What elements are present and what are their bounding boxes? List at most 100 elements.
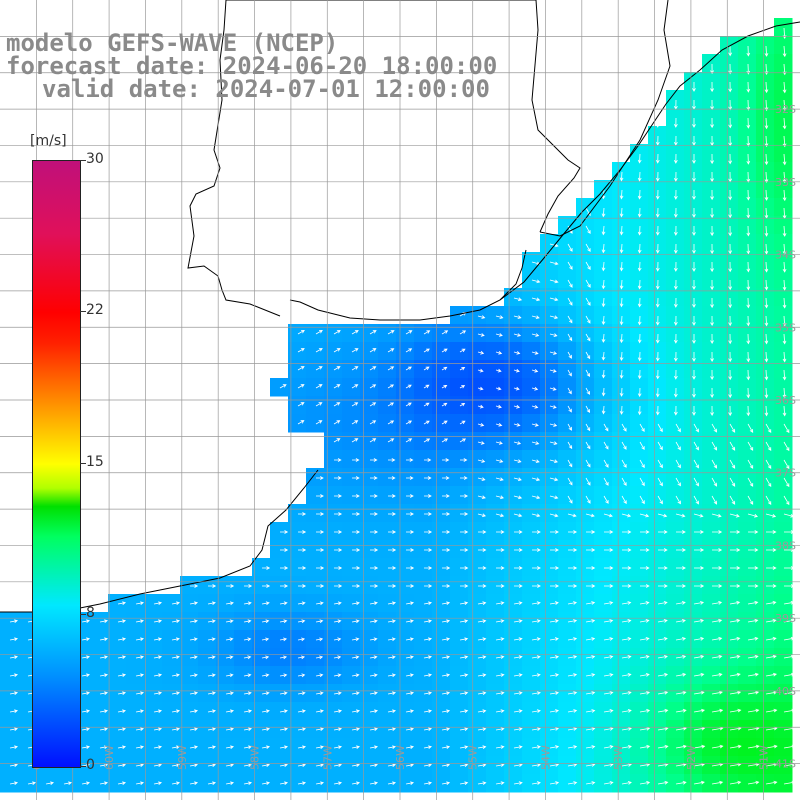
wind-arrow [603, 655, 614, 659]
wind-arrow [711, 513, 722, 518]
speed-cell [576, 522, 595, 541]
wind-arrow [639, 655, 650, 659]
wind-arrow [243, 709, 253, 714]
speed-cell [630, 288, 649, 307]
wind-arrow [765, 600, 777, 605]
speed-cell [630, 162, 649, 181]
wind-arrow [207, 781, 217, 786]
speed-cell [540, 630, 559, 649]
speed-cell [684, 684, 703, 703]
speed-cell [324, 432, 343, 451]
speed-cell [486, 360, 505, 379]
speed-cell [648, 144, 667, 163]
speed-cell [774, 558, 793, 577]
speed-cell [270, 594, 289, 613]
speed-cell [702, 342, 721, 361]
wind-arrow [315, 691, 324, 696]
speed-cell [0, 702, 19, 721]
wind-arrow [619, 369, 624, 379]
speed-cell [414, 594, 433, 613]
wind-arrow [764, 315, 769, 327]
speed-cell [648, 180, 667, 199]
speed-cell [486, 468, 505, 487]
speed-cell [738, 756, 757, 775]
speed-cell [594, 378, 613, 397]
wind-arrow [621, 459, 627, 468]
speed-cell [720, 702, 739, 721]
wind-arrow [764, 99, 769, 112]
speed-cell [720, 180, 739, 199]
wind-arrow [657, 423, 663, 433]
wind-arrow [333, 637, 342, 642]
wind-arrow [710, 81, 714, 93]
speed-cell [558, 216, 577, 235]
wind-arrow [549, 405, 557, 409]
wind-arrow [513, 495, 523, 500]
speed-cell [288, 630, 307, 649]
wind-arrow [639, 744, 651, 749]
speed-cell [270, 540, 289, 559]
wind-arrow [441, 402, 448, 407]
speed-cell [378, 684, 397, 703]
speed-cell [738, 162, 757, 181]
speed-cell [648, 396, 667, 415]
speed-cell [738, 108, 757, 127]
wind-arrow [477, 386, 484, 391]
speed-cell [612, 540, 631, 559]
wind-arrow [531, 495, 541, 500]
speed-cell [432, 360, 451, 379]
wind-arrow [261, 745, 271, 750]
speed-cell [378, 396, 397, 415]
speed-cell [486, 594, 505, 613]
speed-cell [702, 468, 721, 487]
speed-cell [324, 522, 343, 541]
wind-arrow [513, 315, 522, 319]
speed-cell [558, 270, 577, 289]
speed-cell [486, 522, 505, 541]
wind-arrow [477, 513, 486, 518]
speed-cell [306, 738, 325, 757]
wind-arrow [531, 691, 541, 695]
speed-cell [270, 702, 289, 721]
longitude-label: 51W [758, 745, 771, 770]
speed-cell [648, 324, 667, 343]
wind-arrow [279, 601, 288, 606]
speed-cell [774, 126, 793, 145]
speed-cell [702, 324, 721, 343]
speed-cell [666, 216, 685, 235]
speed-cell [594, 522, 613, 541]
speed-cell [648, 486, 667, 505]
speed-cell [702, 54, 721, 73]
speed-cell [576, 756, 595, 775]
speed-cell [126, 666, 145, 685]
wind-arrow [675, 477, 681, 487]
wind-arrow [351, 691, 360, 696]
wind-arrow [711, 495, 718, 505]
speed-cell [756, 378, 775, 397]
wind-arrow [619, 351, 624, 362]
speed-cell [288, 594, 307, 613]
wind-arrow [603, 781, 614, 785]
speed-cell [306, 360, 325, 379]
speed-cell [774, 756, 793, 775]
wind-arrow [478, 584, 487, 588]
longitude-label: 54W [539, 745, 552, 770]
speed-cell [666, 612, 685, 631]
wind-arrow [495, 655, 505, 659]
speed-cell [360, 324, 379, 343]
wind-arrow [673, 189, 678, 200]
wind-arrow [243, 763, 253, 768]
wind-arrow [639, 441, 645, 451]
speed-cell [144, 702, 163, 721]
speed-cell [558, 540, 577, 559]
speed-cell [684, 234, 703, 253]
speed-cell [576, 234, 595, 253]
speed-cell [594, 216, 613, 235]
speed-cell [270, 666, 289, 685]
wind-arrow [369, 601, 378, 606]
wind-speed-field [0, 18, 793, 793]
wind-arrow [369, 420, 377, 425]
speed-cell [522, 504, 541, 523]
wind-arrow [693, 780, 705, 785]
